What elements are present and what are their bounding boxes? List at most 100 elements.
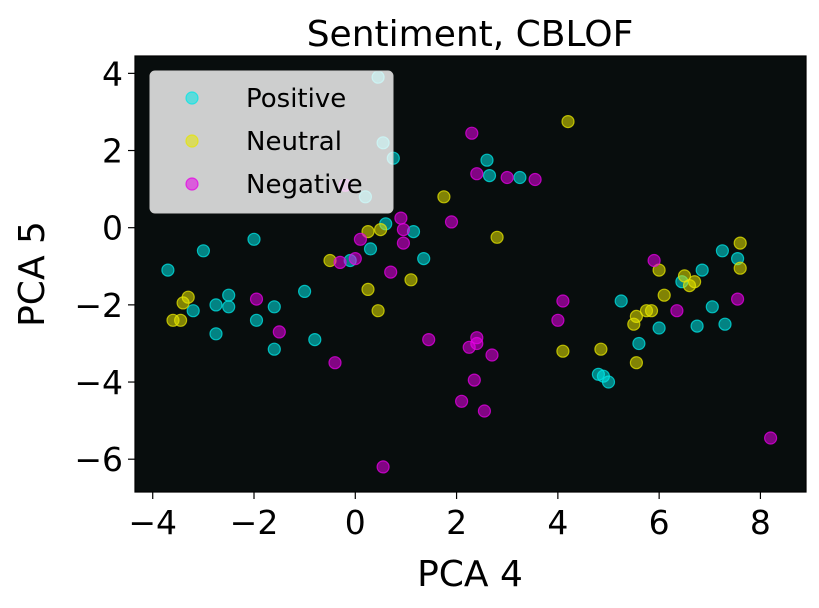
point-neutral bbox=[404, 273, 418, 287]
point-negative bbox=[470, 336, 484, 351]
point-neutral bbox=[490, 230, 504, 244]
point-neutral bbox=[657, 288, 671, 302]
point-negative bbox=[348, 252, 362, 266]
point-neutral bbox=[561, 114, 575, 129]
point-negative bbox=[384, 265, 398, 279]
point-positive bbox=[209, 327, 223, 341]
point-positive bbox=[513, 170, 527, 185]
legend-marker-negative bbox=[185, 177, 199, 191]
point-neutral bbox=[437, 190, 451, 204]
point-negative bbox=[455, 394, 469, 408]
point-neutral bbox=[176, 296, 190, 310]
point-negative bbox=[528, 172, 542, 187]
x-tick-label: −4 bbox=[128, 503, 177, 542]
x-tick-label: −2 bbox=[230, 503, 279, 542]
point-positive bbox=[308, 333, 322, 347]
point-positive bbox=[222, 288, 236, 302]
y-axis-label: PCA 5 bbox=[12, 221, 53, 327]
legend: Positive Neutral Negative bbox=[149, 70, 394, 214]
point-positive bbox=[482, 169, 497, 183]
point-negative bbox=[647, 253, 661, 268]
legend-box bbox=[149, 70, 394, 214]
point-neutral bbox=[733, 236, 747, 250]
y-tick-label: 0 bbox=[102, 209, 123, 248]
point-negative bbox=[467, 373, 481, 387]
x-tick-label: 0 bbox=[345, 503, 366, 542]
point-negative bbox=[328, 356, 342, 370]
y-tick-label: −2 bbox=[74, 286, 123, 325]
x-tick-label: 6 bbox=[649, 503, 670, 542]
point-positive bbox=[247, 232, 261, 246]
point-positive bbox=[715, 244, 730, 258]
legend-label-positive: Positive bbox=[246, 84, 346, 114]
point-negative bbox=[551, 313, 565, 327]
point-positive bbox=[249, 313, 264, 327]
point-positive bbox=[417, 252, 431, 266]
point-negative bbox=[422, 333, 436, 347]
point-positive bbox=[601, 375, 616, 389]
point-negative bbox=[249, 292, 264, 306]
plot-frame bbox=[134, 55, 807, 493]
y-tick-label: −6 bbox=[74, 440, 123, 479]
y-tick-label: 4 bbox=[102, 54, 123, 93]
point-neutral bbox=[371, 304, 385, 318]
point-negative bbox=[333, 255, 347, 269]
legend-marker-neutral bbox=[185, 134, 199, 148]
point-negative bbox=[500, 170, 514, 185]
point-neutral bbox=[361, 282, 375, 296]
point-positive bbox=[209, 298, 223, 312]
x-tick-label: 8 bbox=[750, 503, 771, 542]
point-negative bbox=[353, 232, 367, 246]
point-negative bbox=[272, 325, 286, 339]
legend-marker-positive bbox=[185, 91, 199, 105]
point-negative bbox=[477, 404, 491, 418]
point-positive bbox=[690, 319, 704, 333]
point-neutral bbox=[594, 342, 608, 356]
point-negative bbox=[763, 431, 778, 445]
point-negative bbox=[396, 236, 410, 250]
point-negative bbox=[670, 304, 684, 318]
point-positive bbox=[186, 304, 200, 318]
point-positive bbox=[632, 336, 646, 351]
point-positive bbox=[161, 263, 175, 277]
point-negative bbox=[556, 294, 570, 308]
point-negative bbox=[465, 126, 479, 140]
point-positive bbox=[222, 300, 236, 314]
point-neutral bbox=[174, 313, 188, 327]
point-neutral bbox=[644, 304, 659, 318]
point-negative bbox=[730, 292, 745, 306]
point-neutral bbox=[733, 261, 747, 275]
point-positive bbox=[705, 300, 719, 314]
point-negative bbox=[394, 211, 408, 225]
point-negative bbox=[376, 460, 390, 474]
point-positive bbox=[196, 244, 210, 258]
point-positive bbox=[267, 300, 281, 314]
point-negative bbox=[485, 348, 499, 362]
y-tick-label: 2 bbox=[102, 132, 123, 171]
point-negative bbox=[444, 215, 459, 229]
chart-title: Sentiment, CBLOF bbox=[307, 14, 634, 55]
point-positive bbox=[718, 317, 732, 331]
point-positive bbox=[363, 242, 378, 256]
point-positive bbox=[695, 263, 709, 277]
point-neutral bbox=[629, 309, 644, 323]
point-neutral bbox=[629, 356, 644, 370]
point-positive bbox=[652, 321, 666, 335]
legend-label-neutral: Neutral bbox=[246, 127, 342, 157]
x-tick-label: 2 bbox=[446, 503, 467, 542]
point-positive bbox=[480, 153, 494, 167]
point-negative bbox=[396, 223, 410, 237]
legend-label-negative: Negative bbox=[246, 170, 363, 200]
point-positive bbox=[298, 284, 312, 298]
point-positive bbox=[614, 294, 628, 308]
point-negative bbox=[470, 167, 484, 181]
y-tick-label: −4 bbox=[74, 363, 123, 402]
point-neutral bbox=[556, 344, 570, 358]
point-neutral bbox=[687, 275, 702, 289]
point-positive bbox=[267, 342, 281, 356]
x-axis-label: PCA 4 bbox=[417, 554, 523, 595]
x-tick-label: 4 bbox=[547, 503, 568, 542]
point-neutral bbox=[374, 223, 388, 237]
